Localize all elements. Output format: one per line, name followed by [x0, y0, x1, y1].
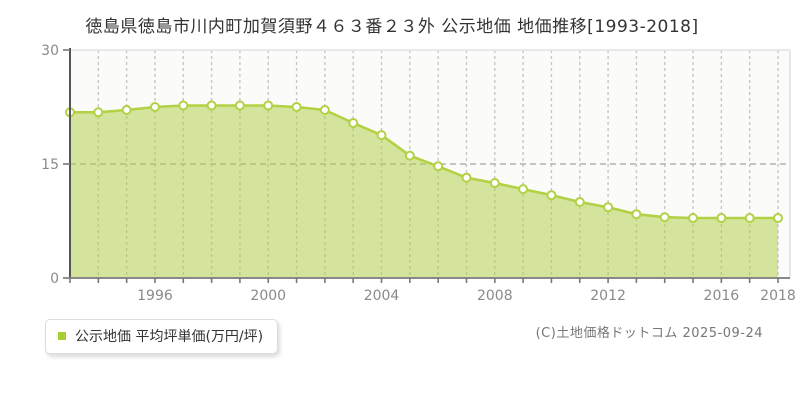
y-tick-label-15: 15 [41, 157, 59, 173]
data-point-2007 [461, 172, 472, 183]
data-point-2002 [319, 105, 330, 115]
data-point-2014 [659, 212, 670, 223]
area-fill [70, 105, 778, 278]
data-point-1999 [234, 100, 245, 111]
x-tick-label-2018: 2018 [760, 288, 796, 304]
data-point-2003 [348, 118, 359, 128]
data-point-2001 [291, 102, 302, 112]
data-point-1998 [206, 100, 217, 111]
legend-box: 公示地価 平均坪単価(万円/坪) [45, 319, 279, 354]
x-tick-label-2004: 2004 [364, 288, 400, 304]
data-point-2012 [603, 202, 614, 213]
data-point-2018 [773, 213, 783, 223]
data-point-2016 [716, 213, 727, 223]
data-point-1995 [121, 105, 132, 115]
x-tick-label-1996: 1996 [137, 288, 173, 304]
data-point-2006 [433, 161, 444, 172]
x-tick-label-2000: 2000 [250, 288, 286, 304]
legend-swatch-icon [58, 332, 66, 340]
y-tick-label-0: 0 [50, 271, 59, 287]
x-tick-label-2012: 2012 [590, 288, 626, 304]
data-point-2004 [376, 130, 387, 141]
x-tick-label-2008: 2008 [477, 288, 513, 304]
copyright-text: (C)土地価格ドットコム 2025-09-24 [535, 326, 763, 341]
data-point-1996 [150, 102, 160, 112]
x-tick-label-2016: 2016 [704, 288, 740, 304]
data-point-1994 [93, 107, 104, 118]
chart-title: 徳島県徳島市川内町加賀須野４６３番２３外 公示地価 地価推移[1993-2018… [85, 17, 699, 37]
data-point-2008 [489, 178, 500, 188]
data-point-2005 [404, 150, 415, 161]
data-point-2010 [546, 190, 557, 201]
data-point-2011 [574, 197, 585, 207]
y-tick-label-30: 30 [41, 43, 59, 59]
data-point-2000 [263, 100, 274, 111]
data-point-2013 [631, 209, 642, 220]
data-point-1997 [178, 100, 189, 111]
data-point-2015 [688, 213, 698, 223]
legend-label: 公示地価 平均坪単価(万円/坪) [75, 329, 264, 345]
data-point-2009 [518, 184, 529, 195]
data-point-2017 [744, 213, 755, 223]
